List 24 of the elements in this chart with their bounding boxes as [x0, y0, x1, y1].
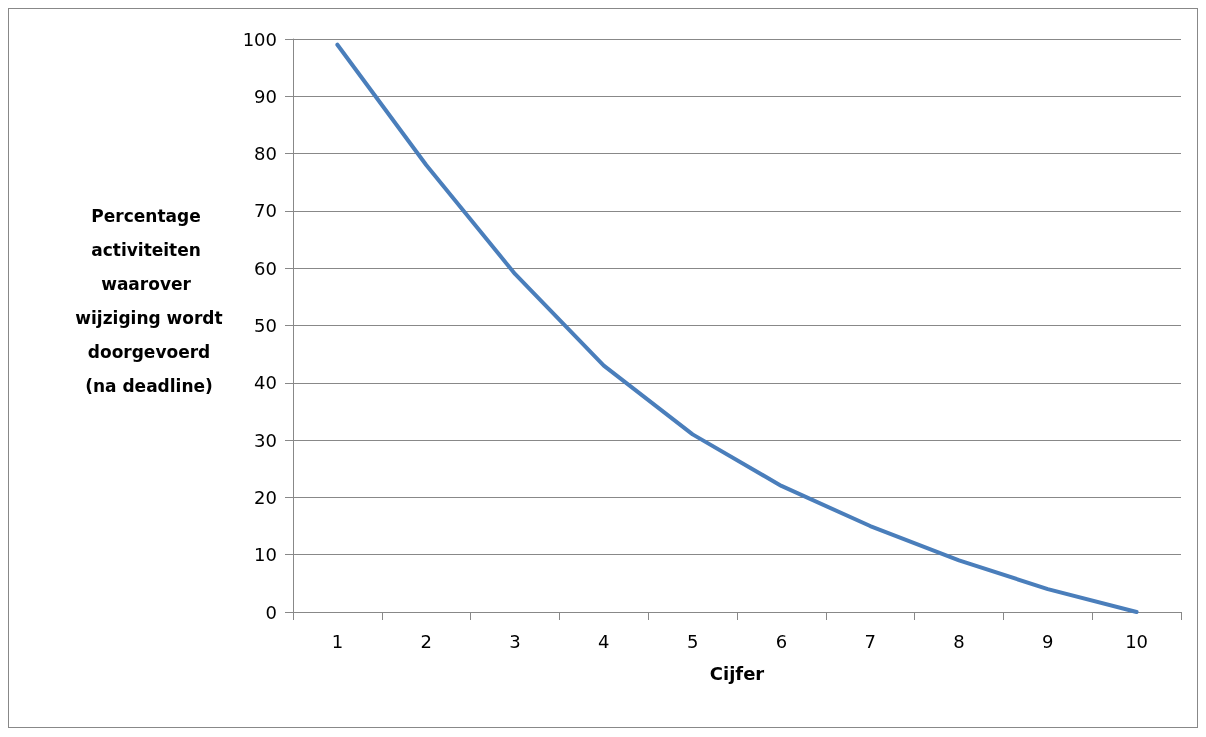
x-tick-label: 5 — [686, 630, 699, 652]
y-tick-label: 70 — [254, 200, 277, 222]
y-tick-label: 50 — [254, 315, 277, 336]
y-tick-label: 100 — [242, 28, 277, 50]
y-tick-label: 60 — [254, 257, 277, 279]
y-tick-label: 30 — [254, 429, 277, 451]
y-tick-label: 40 — [254, 372, 277, 394]
y-axis-title: Percentage activiteiten waarover wijziging wordt doorgevoerd (na deadline) — [75, 206, 223, 396]
x-tick-label: 2 — [420, 630, 432, 652]
x-tick-label: 1 — [331, 630, 344, 652]
x-tick-label: 4 — [598, 630, 610, 652]
y-tick-label: 0 — [265, 601, 277, 623]
x-axis-title: Cijfer — [709, 662, 765, 684]
line-series — [335, 42, 1139, 614]
y-tick-label: 20 — [254, 486, 277, 508]
y-tick-label: 10 — [254, 544, 277, 566]
x-tick-label: 7 — [864, 630, 876, 652]
x-tick-label: 9 — [1042, 630, 1054, 652]
y-tick-label: 90 — [254, 85, 277, 107]
x-tick-label: 6 — [775, 630, 788, 652]
x-tick-label: 10 — [1125, 630, 1149, 652]
y-tick-label: 80 — [254, 143, 277, 165]
x-tick-label: 3 — [509, 630, 521, 652]
x-tick-label: 8 — [953, 630, 965, 652]
